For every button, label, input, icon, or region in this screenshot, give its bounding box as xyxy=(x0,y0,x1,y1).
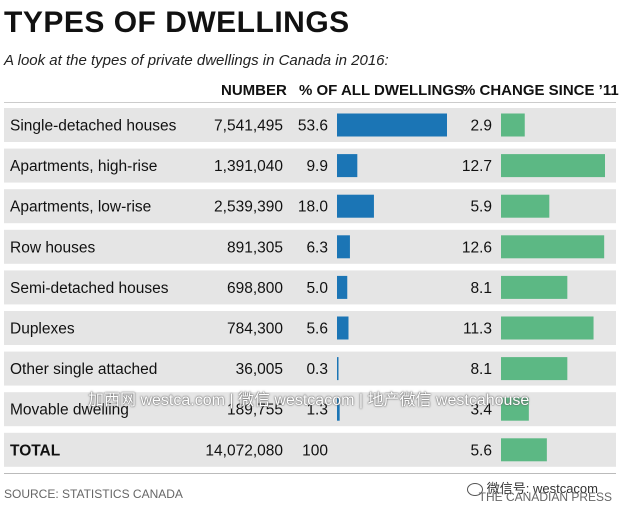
pct-change-bar xyxy=(501,154,605,178)
pct-all-value: 9.9 xyxy=(306,158,328,175)
pct-all-value: 0.3 xyxy=(306,361,328,378)
pct-change-bar xyxy=(501,438,547,462)
header-pct-all: % OF ALL DWELLINGS xyxy=(299,82,464,99)
pct-change-value: 12.7 xyxy=(462,158,492,175)
source-note: SOURCE: STATISTICS CANADA xyxy=(4,487,183,501)
pct-change-value: 8.1 xyxy=(470,361,492,378)
pct-change-value: 5.6 xyxy=(470,442,492,459)
chart-subtitle: A look at the types of private dwellings… xyxy=(4,52,389,69)
wechat-icon xyxy=(466,483,483,497)
pct-change-value: 11.3 xyxy=(463,321,492,338)
pct-all-value: 18.0 xyxy=(298,199,329,216)
number-value: 14,072,080 xyxy=(205,442,283,459)
header-rule xyxy=(4,102,616,103)
chart-title: TYPES OF DWELLINGS xyxy=(4,6,350,39)
row-label: Single-detached houses xyxy=(10,118,177,135)
pct-all-bar xyxy=(337,235,350,259)
credit-line: THE CANADIAN PRESS xyxy=(478,490,612,504)
number-value: 2,539,390 xyxy=(214,199,283,216)
pct-all-bar xyxy=(337,113,447,137)
pct-change-value: 8.1 xyxy=(470,280,492,297)
footer-rule xyxy=(4,473,616,474)
pct-all-bar xyxy=(337,154,358,178)
pct-all-bar xyxy=(337,194,374,218)
pct-all-bar xyxy=(337,357,339,381)
pct-change-bar xyxy=(501,235,605,259)
pct-all-value: 53.6 xyxy=(298,118,328,135)
number-value: 891,305 xyxy=(227,239,283,256)
header-number: NUMBER xyxy=(221,82,287,99)
pct-all-value: 1.3 xyxy=(306,402,328,419)
row-label: Row houses xyxy=(10,239,96,256)
pct-change-value: 12.6 xyxy=(462,239,492,256)
header-pct-change: % CHANGE SINCE ’11 xyxy=(462,82,619,99)
number-value: 36,005 xyxy=(236,361,283,378)
pct-change-bar xyxy=(501,316,594,340)
pct-change-value: 3.4 xyxy=(470,402,492,419)
pct-change-bar xyxy=(501,357,568,381)
pct-change-value: 5.9 xyxy=(470,199,492,216)
pct-change-value: 2.9 xyxy=(470,118,492,135)
pct-all-bar xyxy=(337,275,348,299)
pct-change-bar xyxy=(501,397,529,421)
pct-all-value: 5.6 xyxy=(306,321,328,338)
watermark-text: 加西网 westca.com | 微信 westcacom | 地产微信 wes… xyxy=(88,392,530,409)
row-label: Other single attached xyxy=(10,361,157,378)
pct-all-bar xyxy=(337,316,349,340)
row-label: Apartments, low-rise xyxy=(10,199,151,216)
wechat-label: 微信号: westcacom xyxy=(486,481,598,496)
pct-change-bar xyxy=(501,113,525,137)
pct-change-bar xyxy=(501,275,568,299)
pct-change-bar xyxy=(501,194,550,218)
number-value: 784,300 xyxy=(227,321,283,338)
row-label: Movable dwelling xyxy=(10,402,129,419)
wechat-id: 微信号: westcacom xyxy=(466,478,598,497)
number-value: 698,800 xyxy=(227,280,283,297)
pct-all-value: 100 xyxy=(302,442,328,459)
number-value: 1,391,040 xyxy=(214,158,283,175)
row-label: Duplexes xyxy=(10,321,75,338)
total-label: TOTAL xyxy=(10,442,60,459)
row-label: Apartments, high-rise xyxy=(10,158,157,175)
pct-all-value: 5.0 xyxy=(306,280,328,297)
number-value: 189,755 xyxy=(227,402,283,419)
pct-all-value: 6.3 xyxy=(306,239,328,256)
number-value: 7,541,495 xyxy=(214,118,283,135)
pct-all-bar xyxy=(337,397,340,421)
row-label: Semi-detached houses xyxy=(10,280,169,297)
